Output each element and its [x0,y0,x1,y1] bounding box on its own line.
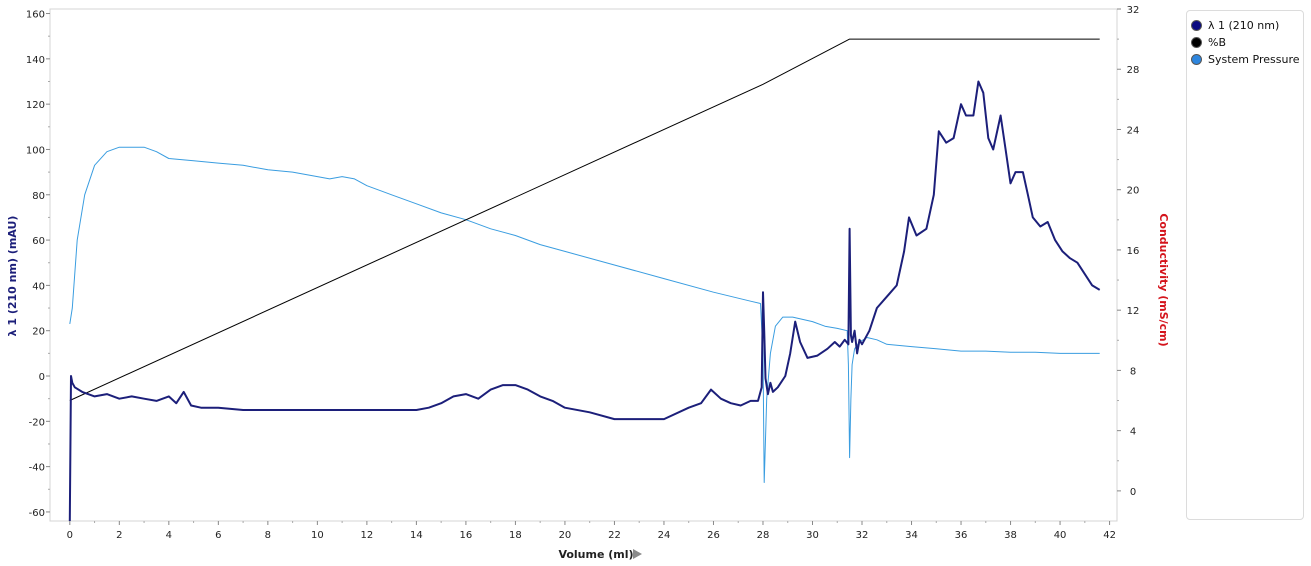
circle-marker-icon [1191,54,1202,65]
x-tick-label: 0 [67,530,73,541]
legend-item-system-pressure[interactable]: System Pressure [1191,51,1300,68]
bottom-axis: 0 2 4 6 8 10 12 14 16 18 20 22 24 26 28 30 32 34 36 38 40 42 [67,521,1116,541]
left-tick-label: 40 [32,281,45,292]
x-tick-label: 18 [509,530,522,541]
right-axis-title: Conductivity (mS/cm) [1157,213,1170,346]
x-tick-label: 6 [215,530,221,541]
x-tick-label: 16 [460,530,473,541]
right-tick-label: 4 [1130,427,1136,438]
x-tick-label: 38 [1004,530,1017,541]
x-tick-label: 14 [410,530,423,541]
legend-panel: λ 1 (210 nm) %B System Pressure [1186,10,1304,520]
right-tick-label: 0 [1130,487,1136,498]
left-tick-label: 120 [26,100,45,111]
x-tick-label: 10 [311,530,324,541]
right-axis: 0 4 8 12 16 20 24 28 32 [1117,5,1139,498]
legend-label: %B [1208,36,1226,49]
x-tick-label: 22 [608,530,621,541]
right-tick-label: 20 [1127,186,1140,197]
x-axis-arrow-icon [633,549,642,559]
x-tick-label: 26 [707,530,720,541]
legend-label: λ 1 (210 nm) [1208,19,1280,32]
x-axis-title: Volume (ml) [558,548,633,561]
x-tick-label: 28 [757,530,770,541]
x-tick-label: 42 [1103,530,1116,541]
x-tick-label: 34 [905,530,918,541]
right-tick-label: 28 [1127,65,1140,76]
left-tick-label: -40 [29,463,45,474]
percent-b-line [69,38,1100,401]
left-tick-label: 0 [39,372,45,383]
legend-item-uv[interactable]: λ 1 (210 nm) [1191,17,1299,34]
left-tick-label: 100 [26,145,45,156]
x-tick-label: 8 [265,530,271,541]
plot-area-frame [49,8,1118,522]
uv-210nm-line [68,80,1101,522]
left-axis-title: λ 1 (210 nm) (mAU) [6,216,19,337]
circle-marker-icon [1191,37,1202,48]
x-tick-label: 20 [559,530,572,541]
legend-label: System Pressure [1208,53,1300,66]
x-tick-label: 32 [856,530,869,541]
x-tick-label: 40 [1054,530,1067,541]
right-tick-label: 8 [1130,366,1136,377]
series-layer [68,38,1101,522]
left-tick-label: 20 [32,327,45,338]
left-tick-label: -20 [29,417,45,428]
x-tick-label: 4 [166,530,172,541]
right-tick-label: 24 [1127,125,1140,136]
x-tick-label: 30 [806,530,819,541]
circle-marker-icon [1191,20,1202,31]
left-tick-label: 160 [26,10,45,21]
legend-item-percent-b[interactable]: %B [1191,34,1299,51]
left-tick-label: -60 [29,508,45,519]
system-pressure-line [69,146,1100,483]
right-tick-label: 16 [1127,246,1140,257]
left-axis: -60 -40 -20 0 20 40 60 80 100 120 140 160 [26,10,50,519]
x-tick-label: 36 [955,530,968,541]
x-tick-label: 2 [116,530,122,541]
left-tick-label: 140 [26,55,45,66]
left-tick-label: 80 [32,191,45,202]
left-tick-label: 60 [32,236,45,247]
x-tick-label: 12 [361,530,374,541]
right-tick-label: 32 [1127,5,1140,16]
right-tick-label: 12 [1127,306,1140,317]
x-tick-label: 24 [658,530,671,541]
